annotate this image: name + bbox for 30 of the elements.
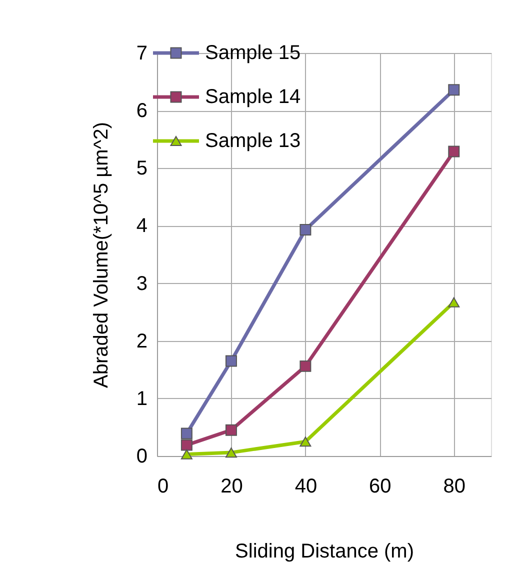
legend-label: Sample 15	[205, 42, 301, 64]
y-tick-label: 0	[136, 446, 148, 468]
y-tick-label: 7	[136, 42, 148, 64]
point	[300, 360, 312, 372]
x-tick-label: 20	[220, 476, 243, 498]
y-tick-label: 6	[136, 100, 148, 122]
y-tick-label: 1	[136, 388, 148, 410]
point	[225, 355, 237, 367]
point	[225, 424, 237, 436]
point	[225, 448, 237, 458]
y-tick-label: 3	[136, 272, 148, 295]
legend-label: Sample 14	[205, 86, 301, 108]
legend-label: Sample 13	[205, 130, 301, 152]
x-tick-label: 40	[294, 476, 318, 498]
y-axis-title: Abraded Volume(*10^5 µm^2)	[90, 122, 112, 388]
x-axis-title: Sliding Distance (m)	[235, 540, 414, 562]
x-tick-label: 60	[369, 476, 392, 498]
y-tick-label: 5	[136, 158, 148, 180]
point	[300, 436, 312, 447]
point	[300, 224, 312, 236]
point	[448, 297, 460, 308]
x-tick-label: 80	[443, 476, 466, 498]
point	[448, 146, 460, 158]
point	[180, 439, 192, 451]
x-tick-label: 0	[158, 476, 169, 498]
point	[180, 449, 192, 460]
y-tick-label: 4	[136, 215, 148, 238]
point	[448, 84, 460, 96]
point	[180, 428, 192, 440]
y-tick-label: 2	[136, 330, 148, 352]
